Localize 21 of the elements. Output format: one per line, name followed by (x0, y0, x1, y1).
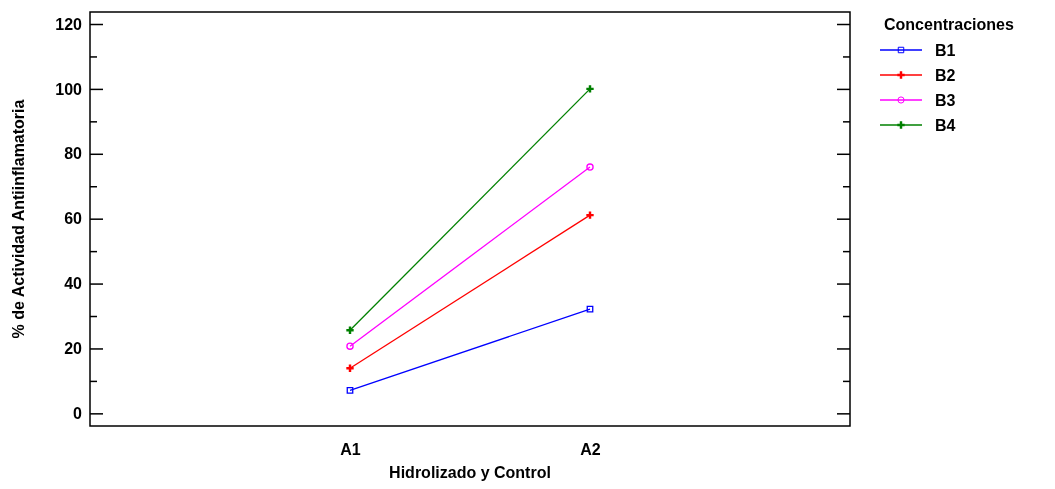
y-tick-label: 100 (55, 80, 83, 98)
y-tick-label: 40 (64, 275, 83, 293)
point (586, 85, 594, 93)
x-tick-label: A2 (580, 440, 601, 458)
x-tick-label: A1 (340, 440, 361, 458)
point (586, 211, 594, 219)
y-tick-label: 0 (73, 404, 83, 422)
legend-label: B3 (935, 92, 956, 109)
legend-label: B1 (935, 42, 956, 59)
legend-label: B4 (935, 117, 956, 134)
y-axis-title: % de Actividad Antiinflamatoria (10, 99, 27, 339)
legend-label: B2 (935, 67, 956, 84)
y-tick-label: 20 (64, 340, 83, 358)
point (346, 386, 354, 394)
y-tick-label: 60 (64, 210, 83, 228)
y-tick-label: 120 (55, 15, 83, 33)
point (346, 326, 354, 334)
x-axis-title: Hidrolizado y Control (389, 464, 551, 481)
point (586, 305, 594, 313)
legend-title: Concentraciones (884, 16, 1014, 33)
y-tick-label: 80 (64, 145, 83, 163)
